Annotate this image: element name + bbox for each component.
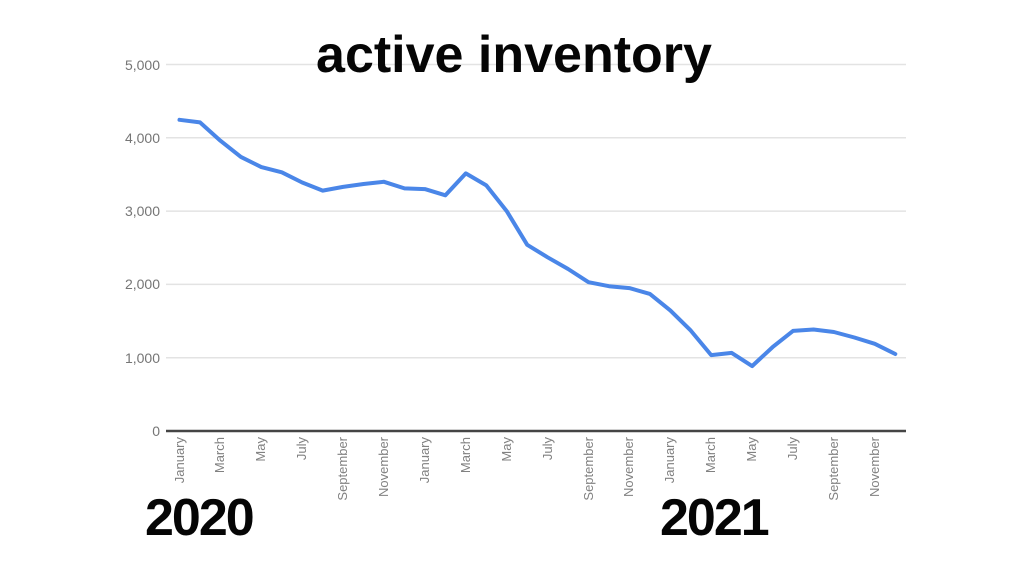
x-tick-label: November: [621, 437, 636, 497]
x-tick-label: January: [172, 437, 187, 484]
x-tick-label: September: [581, 437, 596, 501]
x-tick-label: January: [417, 437, 432, 484]
x-tick-label: May: [744, 437, 759, 462]
y-tick-label: 5,000: [124, 57, 160, 73]
y-tick-label: 4,000: [124, 130, 160, 146]
y-tick-label: 0: [152, 423, 160, 439]
x-tick-label: September: [826, 437, 841, 501]
gridlines: [166, 63, 906, 359]
x-tick-label: March: [212, 437, 227, 474]
x-tick-label: March: [703, 437, 718, 474]
chart-title: active inventory: [316, 26, 712, 84]
x-tick-label: July: [540, 437, 555, 461]
y-tick-label: 2,000: [124, 276, 160, 292]
x-tick-label: May: [253, 437, 268, 462]
x-tick-label: November: [376, 437, 391, 497]
y-tick-label: 3,000: [124, 203, 160, 219]
year-label-2021: 2021: [660, 489, 770, 547]
x-tick-label: July: [294, 437, 309, 461]
year-label-2020: 2020: [145, 489, 255, 547]
x-tick-label: July: [785, 437, 800, 461]
x-tick-label: March: [458, 437, 473, 474]
x-tick-label: November: [867, 437, 882, 497]
x-tick-label: September: [335, 437, 350, 501]
y-tick-label: 1,000: [124, 350, 160, 366]
x-tick-label: May: [499, 437, 514, 462]
series-line-active-inventory: [177, 117, 898, 369]
x-tick-label: January: [662, 437, 677, 484]
